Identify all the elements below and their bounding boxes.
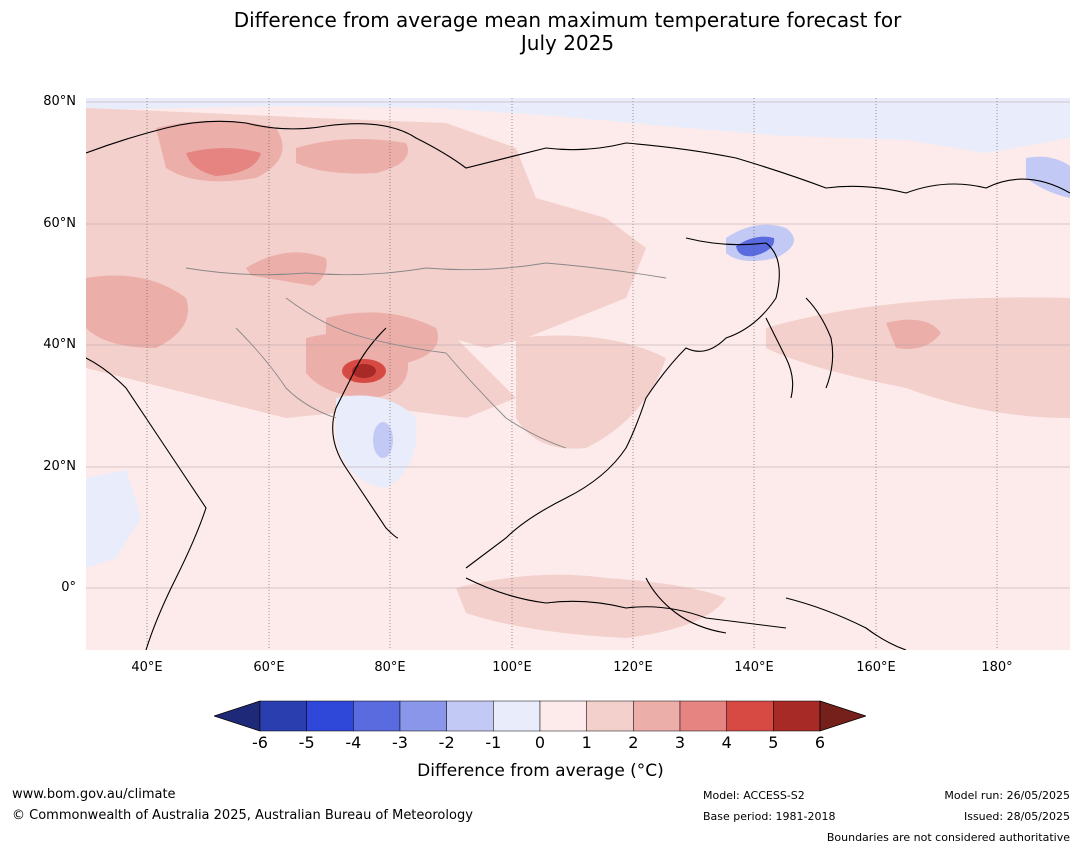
colorbar-segment — [633, 700, 681, 732]
colorbar-segment — [259, 700, 307, 732]
warm-region-north-pacific — [766, 297, 1070, 418]
footer-url[interactable]: www.bom.gov.au/climate — [12, 787, 176, 802]
map-svg — [86, 98, 1070, 650]
colorbar-segment — [773, 700, 821, 732]
footer-disclaimer: Boundaries are not considered authoritat… — [826, 831, 1070, 844]
colorbar-tick-label: 3 — [674, 733, 686, 752]
colorbar-tick-label: 1 — [581, 733, 592, 752]
country-borders — [185, 262, 667, 449]
chart-title: Difference from average mean maximum tem… — [0, 9, 1081, 55]
graticule — [146, 98, 998, 650]
coastlines — [86, 120, 1070, 650]
colorbar — [214, 700, 866, 732]
lat-label-60n: 60°N — [43, 216, 76, 231]
lat-label-80n: 80°N — [43, 94, 76, 109]
colorbar-segment — [446, 700, 494, 732]
warm-region-central-asia — [86, 248, 516, 418]
colorbar-tick-label: 4 — [721, 733, 732, 752]
footer-copyright: © Commonwealth of Australia 2025, Austra… — [12, 808, 473, 823]
cool-region-arctic — [86, 98, 1070, 153]
colorbar-segment — [586, 700, 634, 732]
lat-label-40n: 40°N — [43, 337, 76, 352]
colorbar-tick-label: -2 — [438, 733, 455, 752]
lat-lines — [86, 101, 1070, 589]
lat-label-0: 0° — [61, 580, 76, 595]
colorbar-tick-label: -3 — [392, 733, 408, 752]
lon-label-40e: 40°E — [131, 660, 163, 675]
colorbar-segment — [539, 700, 587, 732]
lat-label-20n: 20°N — [43, 459, 76, 474]
colorbar-tick-label: 5 — [768, 733, 779, 752]
colorbar-arrow-low — [214, 700, 261, 732]
colorbar-segment — [679, 700, 727, 732]
lon-label-60e: 60°E — [253, 660, 285, 675]
colorbar-tick-label: 2 — [628, 733, 639, 752]
colorbar-segment — [306, 700, 354, 732]
colorbar-segment — [726, 700, 774, 732]
colorbar-tick-label: -4 — [345, 733, 362, 752]
warm-region-caspian — [86, 275, 188, 348]
warm-region-china — [516, 335, 666, 449]
cool-region-okhotsk-core — [736, 236, 775, 257]
warm-region-pacific-core — [886, 319, 941, 349]
lon-label-100e: 100°E — [492, 660, 532, 675]
lon-label-80e: 80°E — [374, 660, 406, 675]
title-line-2: July 2025 — [520, 31, 615, 55]
colorbar-tick-label: -6 — [252, 733, 268, 752]
colorbar-arrow-high — [819, 700, 866, 732]
lon-label-160e: 160°E — [856, 660, 896, 675]
colorbar-segment — [399, 700, 447, 732]
colorbar-tick-label: 0 — [534, 733, 546, 752]
forecast-map — [86, 98, 1070, 650]
lon-label-120e: 120°E — [613, 660, 653, 675]
cool-region-east-africa — [86, 470, 141, 568]
cool-region-india-core — [373, 422, 393, 458]
colorbar-tick-label: -1 — [485, 733, 502, 752]
warm-region-scandinavia-core — [186, 148, 261, 176]
lon-label-140e: 140°E — [734, 660, 774, 675]
warm-region-karakoram-core — [352, 364, 376, 378]
lon-label-180: 180° — [981, 660, 1013, 675]
colorbar-label: Difference from average (°C) — [417, 761, 664, 781]
footer-model: Model: ACCESS-S2 — [703, 789, 805, 802]
colorbar-tick-label: 6 — [814, 733, 826, 752]
colorbar-tick-label: -5 — [298, 733, 315, 752]
title-line-1: Difference from average mean maximum tem… — [233, 8, 902, 32]
footer-base-period: Base period: 1981-2018 — [703, 810, 836, 823]
colorbar-segment — [353, 700, 401, 732]
warm-region-kara — [296, 139, 408, 174]
footer-issued: Issued: 28/05/2025 — [963, 810, 1070, 823]
colorbar-segment — [493, 700, 541, 732]
footer-model-run: Model run: 26/05/2025 — [944, 789, 1070, 802]
warm-region-maritime — [456, 574, 726, 638]
